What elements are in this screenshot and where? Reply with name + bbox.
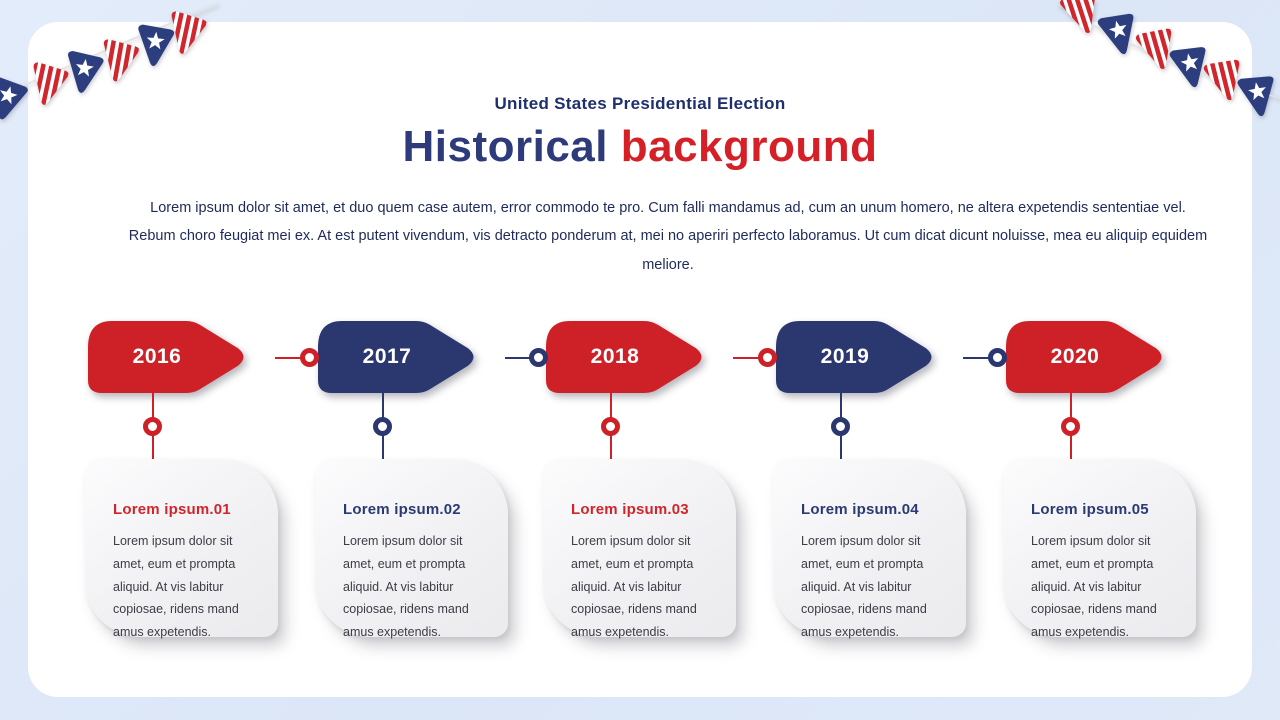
timeline-item-2019: 2019 Lorem ipsum.04 Lorem ipsum dolor si…: [773, 321, 973, 641]
card-ring-icon: [373, 417, 392, 436]
card-body-text: Lorem ipsum dolor sit amet, eum et promp…: [343, 534, 469, 639]
connector-ring-icon: [987, 348, 1007, 367]
year-label: 2016: [132, 345, 182, 368]
card-title: Lorem ipsum.05: [1031, 501, 1149, 518]
card-title: Lorem ipsum.03: [571, 501, 689, 518]
timeline-connector: [733, 348, 801, 367]
arrow-pennant-icon: [318, 321, 474, 393]
card-body-text: Lorem ipsum dolor sit amet, eum et promp…: [571, 534, 697, 639]
slide-eyebrow: United States Presidential Election: [494, 94, 786, 113]
timeline-item-2018: 2018 Lorem ipsum.03 Lorem ipsum dolor si…: [543, 321, 743, 641]
year-label: 2019: [820, 345, 870, 368]
card-title: Lorem ipsum.02: [343, 501, 461, 518]
timeline-item-2020: 2020 Lorem ipsum.05 Lorem ipsum dolor si…: [1003, 321, 1203, 641]
bunting-left-icon: [0, 3, 219, 135]
arrow-pennant-icon: [1006, 321, 1162, 393]
slide-canvas: United States Presidential Election Hist…: [28, 22, 1252, 697]
year-label: 2020: [1050, 345, 1100, 368]
card-ring-icon: [831, 417, 850, 436]
year-arrow-shape: 2019: [773, 321, 935, 393]
arrow-pennant-icon: [776, 321, 932, 393]
year-label: 2017: [362, 345, 412, 368]
connector-ring-icon: [528, 348, 548, 367]
page-title-primary: Historical: [402, 122, 608, 171]
timeline-card: Lorem ipsum.04 Lorem ipsum dolor sit ame…: [773, 459, 966, 639]
timeline-card: Lorem ipsum.03 Lorem ipsum dolor sit ame…: [543, 459, 736, 639]
arrow-pennant-icon: [546, 321, 702, 393]
arrow-pennant-icon: [88, 321, 244, 393]
year-arrow-shape: 2016: [85, 321, 247, 393]
card-title: Lorem ipsum.01: [113, 501, 231, 518]
page-title-space: [608, 122, 621, 171]
timeline-item-2016: 2016 Lorem ipsum.01 Lorem ipsum dolor si…: [85, 321, 285, 641]
bunting-right-icon: [1050, 0, 1280, 135]
year-arrow-shape: 2018: [543, 321, 705, 393]
connector-ring-icon: [757, 348, 777, 367]
page-title: Historical background: [28, 122, 1252, 172]
intro-paragraph: Lorem ipsum dolor sit amet, et duo quem …: [128, 200, 1208, 273]
card-ring-icon: [1061, 417, 1080, 436]
timeline-item-2017: 2017 Lorem ipsum.02 Lorem ipsum dolor si…: [315, 321, 515, 641]
card-title: Lorem ipsum.04: [801, 501, 919, 518]
timeline-connector: [505, 348, 571, 367]
timeline-connector: [963, 348, 1031, 367]
connector-ring-icon: [299, 348, 319, 367]
year-label: 2018: [590, 345, 640, 368]
timeline-connector: [275, 348, 343, 367]
year-arrow-shape: 2020: [1003, 321, 1165, 393]
page-title-accent: background: [620, 122, 878, 171]
year-arrow-shape: 2017: [315, 321, 477, 393]
card-body-text: Lorem ipsum dolor sit amet, eum et promp…: [1031, 534, 1157, 639]
timeline-card: Lorem ipsum.02 Lorem ipsum dolor sit ame…: [315, 459, 508, 639]
card-ring-icon: [601, 417, 620, 436]
timeline-card: Lorem ipsum.05 Lorem ipsum dolor sit ame…: [1003, 459, 1196, 639]
card-body-text: Lorem ipsum dolor sit amet, eum et promp…: [801, 534, 927, 639]
card-body-text: Lorem ipsum dolor sit amet, eum et promp…: [113, 534, 239, 639]
card-ring-icon: [143, 417, 162, 436]
timeline-card: Lorem ipsum.01 Lorem ipsum dolor sit ame…: [85, 459, 278, 639]
